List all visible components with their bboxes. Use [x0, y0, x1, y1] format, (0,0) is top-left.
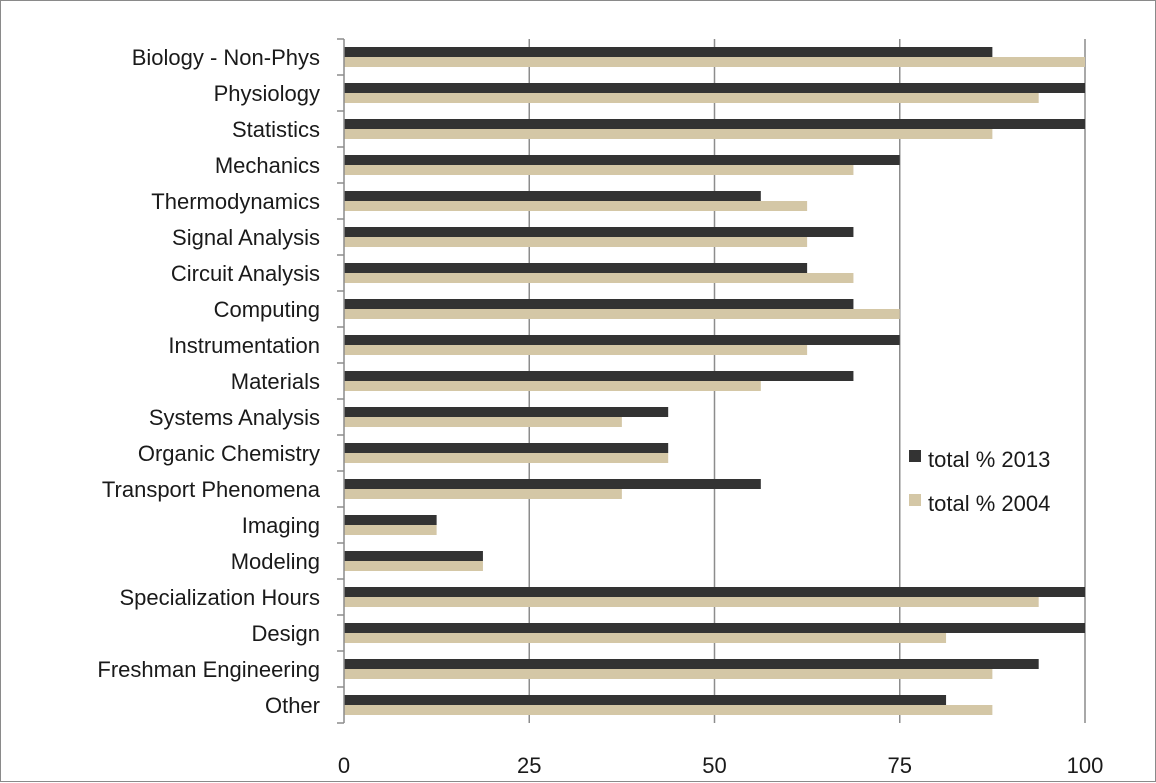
category-label: Physiology	[214, 81, 320, 106]
legend-label: total % 2004	[928, 491, 1050, 516]
bar-series-1	[344, 227, 854, 237]
x-tick-label: 25	[517, 753, 541, 778]
category-label: Organic Chemistry	[138, 441, 320, 466]
category-label: Mechanics	[215, 153, 320, 178]
axes	[337, 38, 345, 724]
bar-series-1	[344, 83, 1085, 93]
bar-series-2	[344, 57, 1085, 67]
bar-series-1	[344, 515, 437, 525]
bar-series-1	[344, 335, 900, 345]
bar-series-2	[344, 93, 1039, 103]
bar-series-2	[344, 273, 854, 283]
category-label: Design	[252, 621, 320, 646]
bar-series-2	[344, 633, 947, 643]
category-label: Instrumentation	[168, 333, 320, 358]
x-tick-label: 75	[888, 753, 912, 778]
bar-series-1	[344, 479, 761, 489]
bar-series-1	[344, 371, 854, 381]
bar-series-2	[344, 525, 437, 535]
bar-series-1	[344, 263, 808, 273]
bar-series-1	[344, 443, 669, 453]
category-label: Circuit Analysis	[171, 261, 320, 286]
bar-series-2	[344, 669, 993, 679]
bar-series-2	[344, 417, 622, 427]
bars	[344, 47, 1085, 715]
category-label: Systems Analysis	[149, 405, 320, 430]
bar-series-2	[344, 597, 1039, 607]
bar-series-2	[344, 237, 808, 247]
bar-series-1	[344, 47, 993, 57]
category-label: Statistics	[232, 117, 320, 142]
bar-series-1	[344, 191, 761, 201]
bar-series-1	[344, 695, 947, 705]
bar-series-1	[344, 659, 1039, 669]
bar-series-2	[344, 201, 808, 211]
bar-series-2	[344, 129, 993, 139]
category-label: Signal Analysis	[172, 225, 320, 250]
bar-series-2	[344, 453, 669, 463]
category-label: Modeling	[231, 549, 320, 574]
bar-series-1	[344, 407, 669, 417]
bar-series-1	[344, 155, 900, 165]
category-label: Thermodynamics	[151, 189, 320, 214]
x-tick-label: 0	[338, 753, 350, 778]
category-label: Other	[265, 693, 320, 718]
x-tick-labels: 0 25 50 75 100	[338, 753, 1103, 778]
category-label: Materials	[231, 369, 320, 394]
category-label: Imaging	[242, 513, 320, 538]
bar-series-2	[344, 309, 900, 319]
bar-series-1	[344, 119, 1085, 129]
legend: total % 2013 total % 2004	[909, 447, 1050, 516]
legend-label: total % 2013	[928, 447, 1050, 472]
bar-series-2	[344, 345, 808, 355]
legend-swatch	[909, 494, 921, 506]
bar-series-1	[344, 551, 483, 561]
bar-series-2	[344, 705, 993, 715]
bar-series-2	[344, 381, 761, 391]
bar-series-2	[344, 489, 622, 499]
bar-series-2	[344, 165, 854, 175]
category-label: Biology - Non-Phys	[132, 45, 320, 70]
bar-series-1	[344, 587, 1085, 597]
legend-swatch	[909, 450, 921, 462]
x-tick-label: 50	[702, 753, 726, 778]
category-labels: Biology - Non-Phys Physiology Statistics Me…	[97, 45, 320, 718]
bar-series-1	[344, 299, 854, 309]
category-label: Freshman Engineering	[97, 657, 320, 682]
x-tick-label: 100	[1067, 753, 1104, 778]
category-label: Transport Phenomena	[102, 477, 321, 502]
category-label: Specialization Hours	[119, 585, 320, 610]
bar-series-1	[344, 623, 1085, 633]
category-label: Computing	[214, 297, 320, 322]
bar-series-2	[344, 561, 483, 571]
